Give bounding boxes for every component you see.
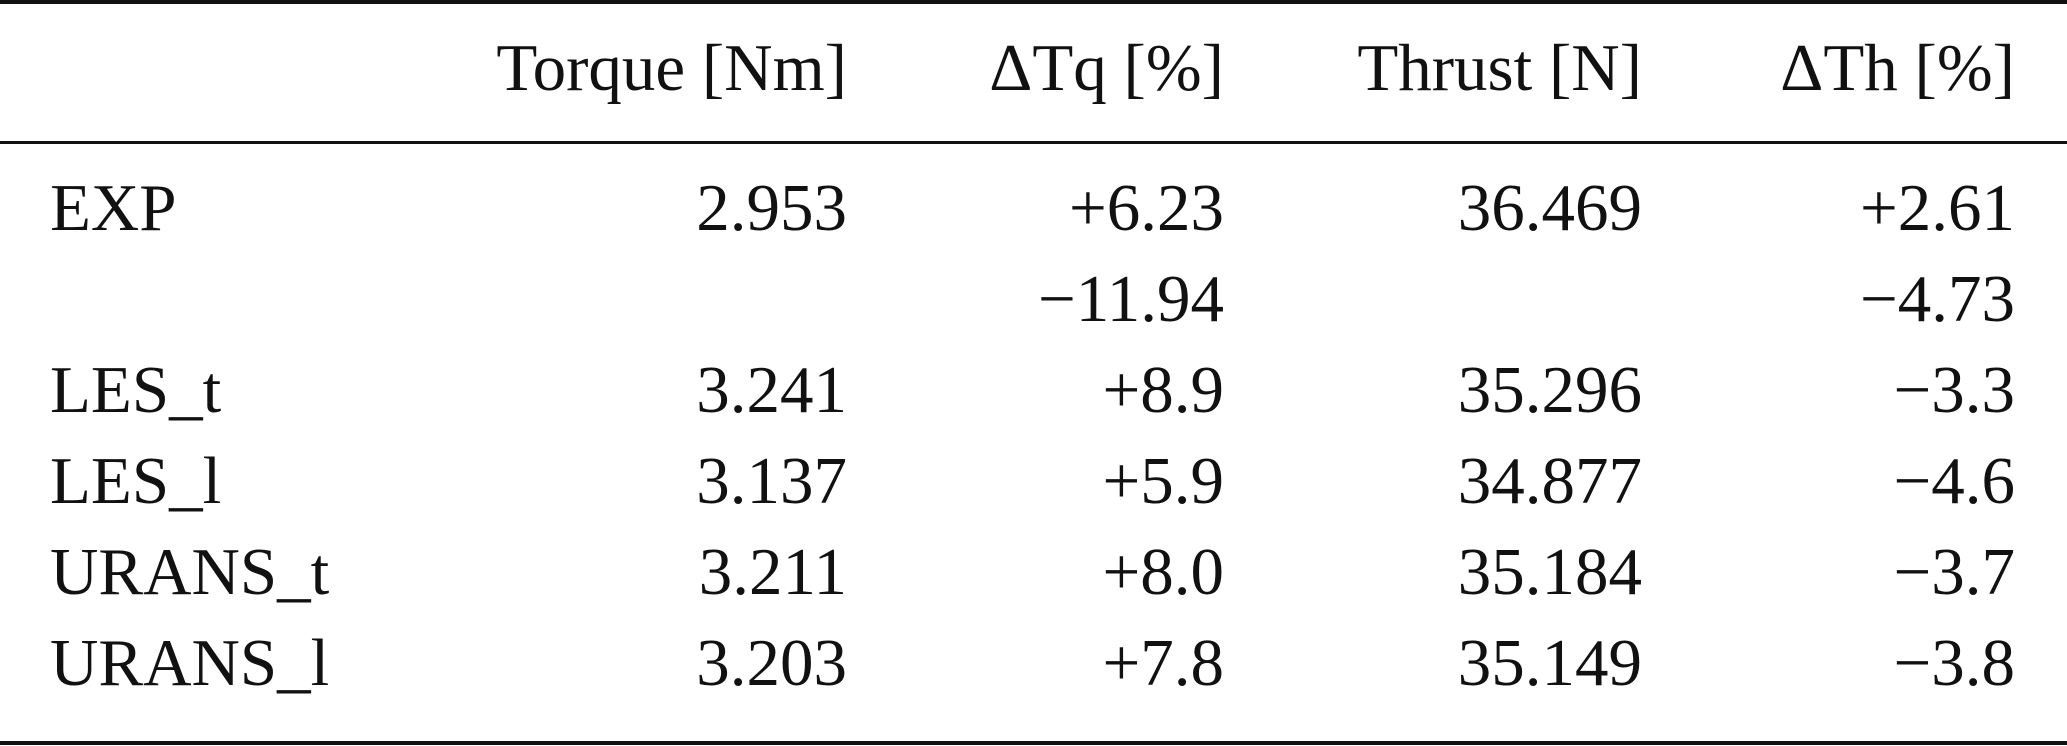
row-label: EXP: [50, 171, 177, 245]
table-row: EXP 2.953 +6.23 36.469 +2.61: [0, 168, 2067, 248]
thrust-cell: 35.184: [1457, 535, 1642, 609]
delta-torque-cell: +8.9: [1102, 353, 1224, 427]
table-bottom-rule: [0, 741, 2067, 745]
header-delta-thrust: ΔTh [%]: [1780, 31, 2015, 105]
table-top-rule: [0, 0, 2067, 4]
delta-thrust-cell: −3.3: [1893, 353, 2015, 427]
table-header-rule: [0, 141, 2067, 144]
table-row: LES_l 3.137 +5.9 34.877 −4.6: [0, 441, 2067, 521]
thrust-cell: 36.469: [1457, 171, 1642, 245]
row-label: URANS_t: [50, 535, 330, 609]
table-row: URANS_t 3.211 +8.0 35.184 −3.7: [0, 532, 2067, 612]
delta-thrust-cell: −4.73: [1859, 262, 2015, 336]
thrust-cell: 34.877: [1457, 444, 1642, 518]
torque-cell: 3.137: [696, 444, 847, 518]
torque-cell: 2.953: [696, 171, 847, 245]
table-row: −11.94 −4.73: [0, 259, 2067, 339]
header-torque: Torque [Nm]: [496, 31, 847, 105]
delta-torque-cell: +8.0: [1102, 535, 1224, 609]
table-header-row: Torque [Nm] ΔTq [%] Thrust [N] ΔTh [%]: [0, 28, 2067, 108]
delta-thrust-cell: +2.61: [1859, 171, 2015, 245]
table-row: URANS_l 3.203 +7.8 35.149 −3.8: [0, 623, 2067, 703]
thrust-cell: 35.149: [1457, 626, 1642, 700]
torque-cell: 3.241: [696, 353, 847, 427]
torque-cell: 3.203: [696, 626, 847, 700]
torque-cell: 3.211: [698, 535, 847, 609]
delta-thrust-cell: −3.7: [1893, 535, 2015, 609]
delta-thrust-cell: −4.6: [1893, 444, 2015, 518]
row-label: LES_l: [50, 444, 222, 518]
thrust-cell: 35.296: [1457, 353, 1642, 427]
row-label: URANS_l: [50, 626, 330, 700]
table-row: LES_t 3.241 +8.9 35.296 −3.3: [0, 350, 2067, 430]
delta-torque-cell: +6.23: [1068, 171, 1224, 245]
header-delta-torque: ΔTq [%]: [989, 31, 1224, 105]
delta-thrust-cell: −3.8: [1893, 626, 2015, 700]
delta-torque-cell: −11.94: [1037, 262, 1224, 336]
row-label: LES_t: [50, 353, 222, 427]
delta-torque-cell: +5.9: [1102, 444, 1224, 518]
delta-torque-cell: +7.8: [1102, 626, 1224, 700]
header-thrust: Thrust [N]: [1357, 31, 1642, 105]
